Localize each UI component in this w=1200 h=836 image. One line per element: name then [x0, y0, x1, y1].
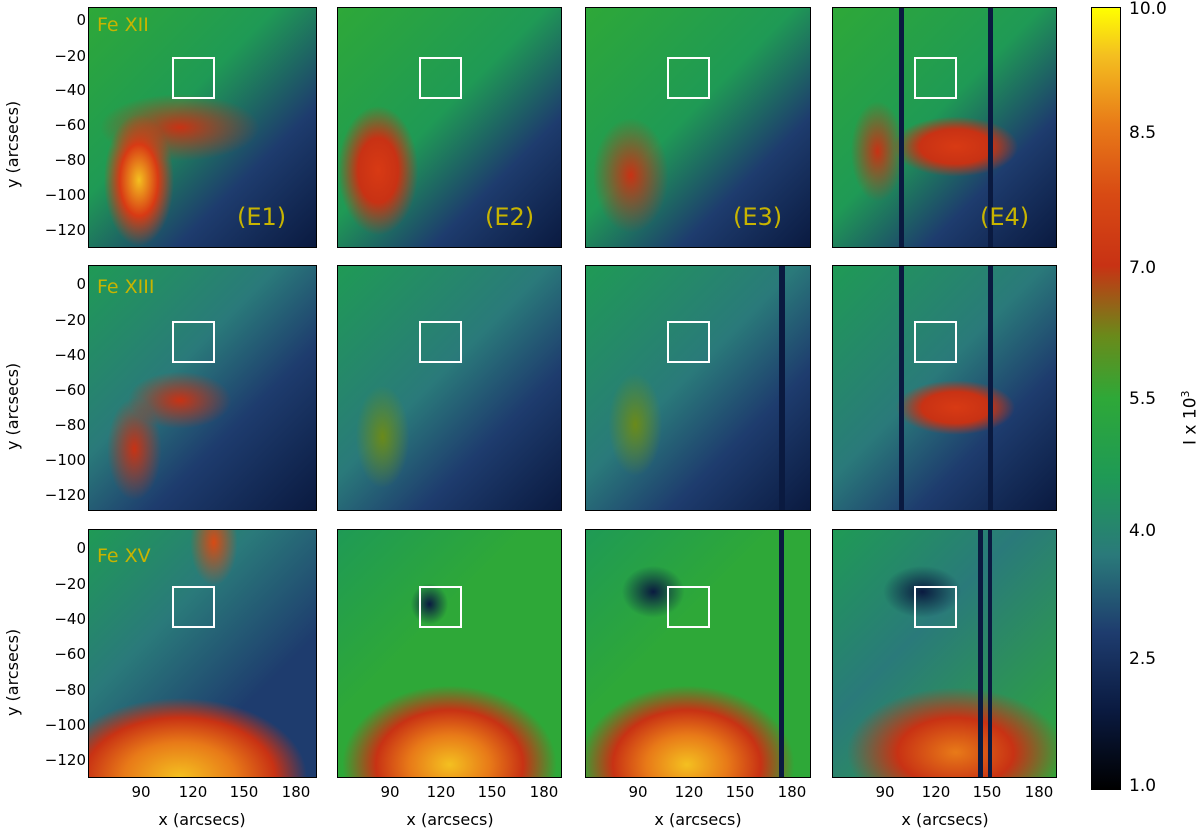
roi-box	[172, 586, 215, 628]
x-tick-label: 90	[131, 783, 151, 801]
ion-label: Fe XIII	[97, 276, 155, 298]
y-tick-label: −20	[54, 575, 86, 593]
y-tick-label: −60	[54, 645, 86, 663]
panel-fe13-e3	[585, 265, 811, 511]
panel-fe12-e3	[585, 7, 811, 248]
y-tick-label: −120	[44, 486, 86, 504]
panel-fe13-e2	[337, 265, 562, 511]
roi-box	[667, 530, 784, 777]
x-tick-label: 120	[921, 783, 951, 801]
colorbar-tick-label: 8.5	[1129, 123, 1157, 143]
roi-box	[667, 266, 785, 510]
colorbar-tick-label: 7.0	[1129, 258, 1157, 278]
event-label: (E2)	[485, 203, 535, 231]
y-axis-title: y (arcsecs)	[3, 100, 22, 188]
y-tick-label: −60	[54, 381, 86, 399]
ion-label: Fe XII	[97, 14, 149, 36]
x-axis-title: x (arcsecs)	[654, 810, 742, 829]
panel-fe12-e2	[337, 7, 562, 248]
panel-fe15-e3	[585, 529, 811, 778]
ion-label: Fe XV	[97, 545, 151, 567]
roi-box	[172, 321, 215, 363]
x-tick-label: 180	[529, 783, 559, 801]
x-tick-label: 120	[674, 783, 704, 801]
colorbar-tick-label: 4.0	[1129, 521, 1157, 541]
roi-box	[899, 8, 993, 247]
colorbar-tick-label: 1.0	[1129, 776, 1157, 796]
y-axis-title: y (arcsecs)	[3, 628, 22, 716]
y-tick-label: −20	[54, 311, 86, 329]
colorbar-title: I x 103	[1179, 390, 1200, 445]
y-tick-label: −120	[44, 751, 86, 769]
event-label: (E1)	[237, 203, 287, 231]
panel-fe12-e1	[88, 7, 317, 248]
roi-box	[419, 57, 462, 99]
panel-fe15-e4	[832, 529, 1057, 778]
y-tick-label: 0	[76, 539, 86, 557]
x-tick-label: 180	[777, 783, 807, 801]
y-tick-label: −100	[44, 716, 86, 734]
roi-box	[899, 266, 993, 510]
x-tick-label: 150	[725, 783, 755, 801]
colorbar-tick-label: 5.5	[1129, 389, 1157, 409]
y-tick-label: 0	[76, 275, 86, 293]
colorbar-title-exponent: 3	[1179, 390, 1192, 398]
x-tick-label: 150	[229, 783, 259, 801]
colorbar-title-base: I x 10	[1180, 397, 1200, 445]
y-tick-label: −40	[54, 346, 86, 364]
panel-fe13-e1	[88, 265, 317, 511]
y-tick-label: −100	[44, 451, 86, 469]
event-label: (E4)	[980, 203, 1030, 231]
x-tick-label: 90	[875, 783, 895, 801]
x-tick-label: 180	[281, 783, 311, 801]
panel-fe15-e1	[88, 529, 317, 778]
y-tick-label: −100	[44, 186, 86, 204]
x-axis-title: x (arcsecs)	[158, 810, 246, 829]
x-tick-label: 120	[426, 783, 456, 801]
colorbar	[1091, 7, 1121, 790]
roi-box	[667, 57, 710, 99]
colorbar-tick-label: 2.5	[1129, 649, 1157, 669]
y-tick-label: −80	[54, 416, 86, 434]
y-tick-label: −60	[54, 116, 86, 134]
panel-fe15-e2	[337, 529, 562, 778]
y-tick-label: −120	[44, 221, 86, 239]
x-axis-title: x (arcsecs)	[406, 810, 494, 829]
x-axis-title: x (arcsecs)	[901, 810, 989, 829]
y-tick-label: −40	[54, 81, 86, 99]
roi-box	[419, 586, 462, 628]
y-tick-label: −80	[54, 681, 86, 699]
y-tick-label: −40	[54, 610, 86, 628]
panel-fe13-e4	[832, 265, 1057, 511]
event-label: (E3)	[733, 203, 783, 231]
roi-box	[172, 57, 215, 99]
colorbar-tick-label: 10.0	[1129, 0, 1167, 19]
x-tick-label: 150	[477, 783, 507, 801]
y-tick-label: 0	[76, 11, 86, 29]
y-tick-label: −20	[54, 47, 86, 65]
y-axis-title: y (arcsecs)	[3, 362, 22, 450]
panel-fe12-e4	[832, 7, 1057, 248]
x-tick-label: 180	[1024, 783, 1054, 801]
roi-box	[419, 321, 462, 363]
x-tick-label: 120	[178, 783, 208, 801]
x-tick-label: 90	[628, 783, 648, 801]
roi-box	[914, 530, 992, 777]
x-tick-label: 90	[380, 783, 400, 801]
x-tick-label: 150	[972, 783, 1002, 801]
y-tick-label: −80	[54, 151, 86, 169]
